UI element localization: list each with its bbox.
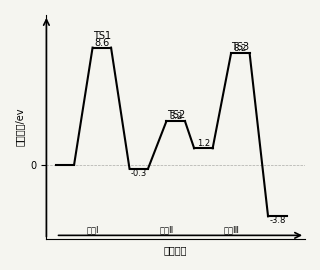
Text: 步骤Ⅰ: 步骤Ⅰ [86, 226, 99, 235]
Y-axis label: 相对能量/ev: 相对能量/ev [15, 108, 25, 146]
Text: -3.8: -3.8 [269, 216, 285, 225]
Text: 8.6: 8.6 [94, 38, 109, 48]
X-axis label: 反应历程: 反应历程 [164, 245, 188, 255]
Text: TS2: TS2 [167, 110, 185, 120]
Text: TS3: TS3 [231, 42, 249, 52]
Text: 步骤Ⅱ: 步骤Ⅱ [159, 226, 173, 235]
Text: 3.2: 3.2 [169, 112, 182, 121]
Text: 1.2: 1.2 [197, 139, 210, 148]
Text: -0.3: -0.3 [131, 169, 147, 178]
Text: 8.2: 8.2 [234, 44, 247, 53]
Text: 步骤Ⅲ: 步骤Ⅲ [223, 226, 239, 235]
Text: TS1: TS1 [93, 31, 111, 41]
